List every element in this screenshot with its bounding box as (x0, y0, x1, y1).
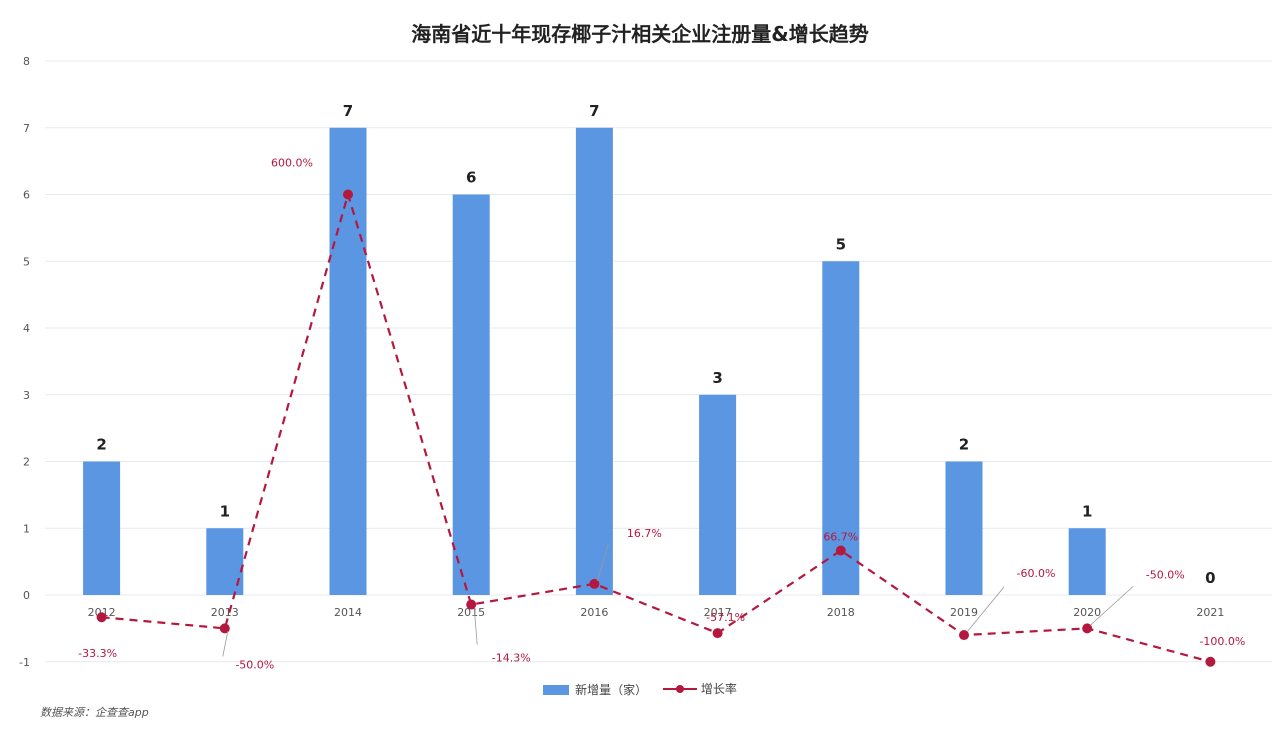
leader-line (966, 586, 1005, 633)
bar-value-label: 2 (96, 436, 106, 454)
growth-value-label: -33.3% (78, 647, 117, 660)
bar (329, 127, 367, 595)
x-tick-label: 2015 (457, 606, 485, 619)
growth-value-label: 16.7% (627, 527, 662, 540)
bar (575, 127, 613, 595)
x-tick-label: 2020 (1073, 606, 1101, 619)
growth-point (343, 189, 353, 200)
bar (699, 394, 737, 595)
bar-series (83, 127, 1106, 595)
source-note: 数据来源：企查查app (40, 706, 149, 719)
legend-item-bar[interactable]: 新增量（家） (543, 681, 647, 698)
bar (452, 194, 490, 595)
growth-value-label: -14.3% (492, 652, 531, 665)
growth-point (835, 545, 846, 556)
bar-value-label: 5 (836, 235, 846, 253)
growth-value-label: 66.7% (823, 530, 858, 543)
growth-point (466, 599, 477, 610)
y-tick-label: 6 (23, 189, 30, 202)
y-tick-label: 0 (23, 589, 30, 602)
bar-value-label: 3 (712, 369, 722, 387)
y-axis-ticks: -1 0 1 2 3 4 5 6 7 8 (19, 55, 30, 669)
bar-value-label: 7 (343, 102, 353, 120)
y-tick-label: -1 (19, 656, 30, 669)
bar (945, 461, 983, 595)
bar (822, 261, 860, 595)
y-tick-label: 2 (23, 456, 30, 469)
x-tick-label: 2016 (580, 606, 608, 619)
legend-bar-swatch (543, 684, 570, 695)
growth-point (219, 623, 230, 634)
leader-line (597, 543, 609, 581)
growth-value-label: -50.0% (235, 658, 274, 671)
x-tick-label: 2019 (950, 606, 978, 619)
growth-value-label: 600.0% (271, 157, 313, 170)
x-tick-label: 2014 (334, 606, 362, 619)
x-axis-ticks: 2012201320142015201620172018201920202021 (88, 606, 1225, 619)
leader-line (222, 631, 229, 657)
growth-value-label: -60.0% (1017, 567, 1056, 580)
data-labels: 2 1 7 6 7 3 5 2 1 0 -33.3% -50.0% 600.0% -14.3% 16.7% -… (78, 102, 1245, 672)
y-tick-label: 5 (23, 255, 30, 268)
growth-point (1205, 656, 1216, 667)
leader-line (1089, 586, 1134, 626)
growth-line-series (96, 189, 1216, 667)
growth-value-label: -57.1% (706, 611, 745, 624)
x-tick-label: 2021 (1196, 606, 1224, 619)
bar-value-label: 1 (1082, 502, 1092, 520)
chart-title: 海南省近十年现存椰子汁相关企业注册量&增长趋势 (411, 22, 869, 46)
leader-line (473, 607, 478, 645)
bar-value-label: 1 (220, 502, 230, 520)
growth-point (589, 578, 600, 589)
bar-value-label: 2 (959, 436, 969, 454)
bar-value-label: 7 (589, 102, 599, 120)
growth-point (96, 612, 107, 623)
bar (1068, 528, 1106, 595)
x-tick-label: 2018 (827, 606, 855, 619)
legend-line-label: 增长率 (700, 682, 737, 696)
y-tick-label: 8 (23, 55, 30, 68)
legend-bar-label: 新增量（家） (575, 683, 648, 697)
growth-value-label: -100.0% (1199, 635, 1245, 648)
legend-line-swatch (662, 684, 697, 693)
legend-item-line[interactable]: 增长率 (662, 680, 737, 697)
growth-value-label: -50.0% (1146, 568, 1185, 581)
growth-point (1082, 623, 1093, 634)
x-tick-label: 2013 (211, 606, 239, 619)
y-tick-label: 3 (23, 389, 30, 402)
growth-point (712, 628, 723, 639)
gridlines (45, 60, 1272, 663)
growth-line (101, 190, 1211, 663)
y-tick-label: 1 (23, 522, 30, 535)
y-tick-label: 4 (23, 322, 30, 335)
bar-value-label: 0 (1205, 569, 1215, 587)
bar-value-label: 6 (466, 169, 476, 187)
growth-point (959, 630, 969, 641)
y-tick-label: 7 (23, 122, 30, 135)
bar (83, 461, 121, 595)
x-tick-label: 2017 (704, 606, 732, 619)
legend: 新增量（家） 增长率 (0, 680, 1280, 698)
